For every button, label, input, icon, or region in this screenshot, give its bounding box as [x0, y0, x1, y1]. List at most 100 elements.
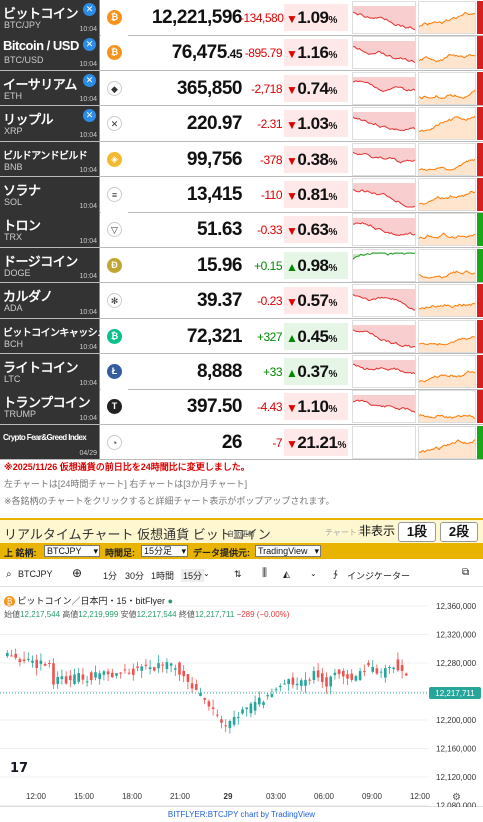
interval-dropdown-icon[interactable]: ⌄ — [203, 569, 210, 578]
mini-chart-24h[interactable] — [352, 71, 416, 105]
coin-row[interactable]: リップル XRP 10:04 ✕ ✕ 220.97 -2.31 ▼1.03% — [0, 106, 483, 142]
coin-name-cell[interactable]: カルダノ ADA 10:04 — [0, 283, 100, 318]
pct-value: 1.16 — [297, 43, 329, 63]
coin-name-cell[interactable]: ビットコインキャッシュ BCH 10:04 — [0, 318, 107, 354]
update-time: 10:04 — [79, 167, 97, 175]
bitcoin-icon: ₿ — [107, 10, 122, 25]
mini-chart-24h[interactable] — [352, 1, 416, 34]
coin-row[interactable]: ライトコイン LTC 10:04 Ł 8,888 +33 ▲0.37% — [0, 354, 483, 390]
coin-icon-cell: Ł — [101, 354, 128, 389]
symbol-select[interactable]: BTCJPY — [44, 545, 100, 557]
mini-chart-3m[interactable] — [418, 390, 476, 424]
dogecoin-icon: Ð — [107, 257, 122, 273]
mini-chart-3m[interactable] — [418, 355, 476, 388]
coin-change: -0.23 — [257, 294, 282, 309]
price-integer: 12,221,596 — [151, 7, 243, 28]
coin-row[interactable]: トランプコイン TRUMP 10:04 T 397.50 -4.43 ▼1.10% — [0, 389, 483, 425]
coin-name-cell[interactable]: Crypto Fear&Greed Index 04/29 — [0, 424, 100, 460]
coin-name-cell[interactable]: Bitcoin / USD BTC/USD 10:04 ✕ — [0, 35, 100, 70]
open-value: 12,217,544 — [20, 610, 61, 619]
coin-name-cell[interactable]: ソラナ SOL 10:04 — [0, 177, 100, 212]
x-tick-label: 12:00 — [410, 792, 431, 801]
coin-name-cell[interactable]: ライトコイン LTC 10:04 — [0, 354, 100, 389]
mini-chart-3m[interactable] — [418, 71, 476, 105]
interval-1m[interactable]: 1分 — [103, 571, 118, 581]
provider-label: データ提供元: — [193, 548, 250, 558]
chart-type-dropdown-icon[interactable]: ⌄ — [310, 569, 317, 578]
popout-icon[interactable]: ⧉ — [462, 567, 470, 578]
coin-name-cell[interactable]: リップル XRP 10:04 ✕ — [0, 106, 100, 141]
area-chart-icon[interactable]: ◭ — [283, 569, 290, 579]
coin-row[interactable]: カルダノ ADA 10:04 ✻ 39.37 -0.23 ▼0.57% — [0, 283, 483, 319]
coin-row[interactable]: Crypto Fear&Greed Index 04/29 ◔ 26 -7 ▼21.21% — [0, 424, 483, 461]
high-label: 高値 — [62, 610, 79, 619]
coin-row[interactable]: ドージコイン DOGE 10:04 Ð 15.96 +0.15 ▲0.98% — [0, 247, 483, 284]
mini-chart-24h[interactable] — [352, 178, 416, 211]
coin-name-cell[interactable]: ドージコイン DOGE 10:04 — [0, 247, 100, 283]
mini-chart-3m[interactable] — [418, 1, 476, 34]
coin-row[interactable]: トロン TRX 10:04 ▽ 51.63 -0.33 ▼0.63% — [0, 212, 483, 248]
y-tick-label: 12,160,000 — [436, 745, 477, 754]
two-row-button[interactable]: 2段 — [440, 522, 478, 542]
search-icon[interactable]: ⌕ — [6, 569, 12, 580]
interval-1h[interactable]: 1時間 — [151, 571, 175, 581]
mini-chart-24h[interactable] — [352, 213, 416, 247]
interval-15m[interactable]: 15分 — [181, 569, 205, 582]
mini-chart-3m[interactable] — [418, 248, 476, 282]
pct-value: 0.74 — [297, 78, 329, 98]
indicators-icon[interactable]: ∱ — [333, 569, 338, 579]
tradingview-credit-link[interactable]: BITFLYER:BTCJPY chart by TradingView — [167, 810, 316, 819]
x-share-icon[interactable]: ✕ — [83, 38, 96, 52]
mini-chart-3m[interactable] — [418, 36, 476, 70]
mini-chart-24h[interactable] — [352, 36, 416, 70]
mini-chart-3m[interactable] — [418, 213, 476, 247]
coin-icon-cell: ◈ — [101, 141, 128, 177]
coin-row[interactable]: イーサリアム ETH 10:04 ✕ ◆ 365,850 -2,718 ▼0.74% — [0, 70, 483, 107]
interval-30m[interactable]: 30分 — [125, 571, 145, 581]
provider-select[interactable]: TradingView — [255, 545, 321, 557]
mini-chart-24h[interactable] — [352, 425, 416, 459]
mini-chart-24h[interactable] — [352, 107, 416, 141]
mini-chart-3m[interactable] — [418, 319, 476, 353]
coin-name-cell[interactable]: イーサリアム ETH 10:04 ✕ — [0, 70, 100, 106]
pct-value: 1.09 — [297, 8, 329, 27]
coin-change-pct: ▼0.38% — [284, 145, 348, 173]
mini-chart-24h[interactable] — [352, 390, 416, 424]
coin-icon-cell: ₿ — [101, 35, 128, 70]
mini-chart-24h[interactable] — [352, 355, 416, 388]
mini-chart-3m[interactable] — [418, 425, 476, 459]
timeframe-select[interactable]: 15分足 — [141, 545, 188, 557]
update-time: 10:04 — [79, 25, 97, 33]
mini-chart-3m[interactable] — [418, 284, 476, 318]
tradingview-logo-icon[interactable]: 17 — [10, 761, 28, 776]
coin-name-cell[interactable]: トロン TRX 10:04 — [0, 212, 100, 247]
coin-name-cell[interactable]: トランプコイン TRUMP 10:04 — [0, 389, 100, 424]
mini-chart-24h[interactable] — [352, 284, 416, 318]
gear-icon[interactable]: ⚙ — [452, 792, 461, 803]
indicators-button[interactable]: インジケーター — [347, 571, 411, 581]
x-share-icon[interactable]: ✕ — [83, 3, 96, 16]
coin-row[interactable]: ビットコインキャッシュ BCH 10:04 ₿ 72,321 +327 ▲0.45% — [0, 318, 483, 355]
x-share-icon[interactable]: ✕ — [83, 109, 96, 123]
bar-type-icon[interactable]: ⇅ — [234, 569, 242, 579]
mini-chart-3m[interactable] — [418, 142, 476, 176]
coin-row[interactable]: Bitcoin / USD BTC/USD 10:04 ✕ ₿ 76,475.45 -895… — [0, 35, 483, 71]
mini-chart-24h[interactable] — [352, 319, 416, 353]
tv-symbol[interactable]: BTCJPY — [18, 569, 53, 579]
x-share-icon[interactable]: ✕ — [83, 73, 96, 87]
one-row-button[interactable]: 1段 — [398, 522, 436, 542]
coin-row[interactable]: ビットコイン BTC/JPY 10:04 ✕ ₿ 12,221,596 -134,580 ▼1… — [0, 0, 483, 36]
candlestick-chart[interactable]: 12,360,00012,320,00012,280,00012,240,000… — [0, 587, 483, 807]
coin-row[interactable]: ソラナ SOL 10:04 ≡ 13,415 -110 ▼0.81% — [0, 177, 483, 213]
candles-icon[interactable]: ⫼ — [262, 567, 268, 579]
compare-add-icon[interactable]: ⊕ — [72, 566, 83, 580]
mini-chart-3m[interactable] — [418, 107, 476, 141]
mini-chart-24h[interactable] — [352, 142, 416, 176]
mini-chart-24h[interactable] — [352, 248, 416, 282]
coin-name-cell[interactable]: ビルドアンドビルド BNB 10:04 — [0, 141, 100, 177]
hide-chart-button[interactable]: 非表示 — [358, 524, 395, 538]
coin-name-cell[interactable]: ビットコイン BTC/JPY 10:04 ✕ — [0, 0, 100, 35]
mini-chart-3m[interactable] — [418, 178, 476, 211]
coin-row[interactable]: ビルドアンドビルド BNB 10:04 ◈ 99,756 -378 ▼0.38% — [0, 141, 483, 178]
coin-icon-cell: ₿ — [101, 318, 128, 354]
